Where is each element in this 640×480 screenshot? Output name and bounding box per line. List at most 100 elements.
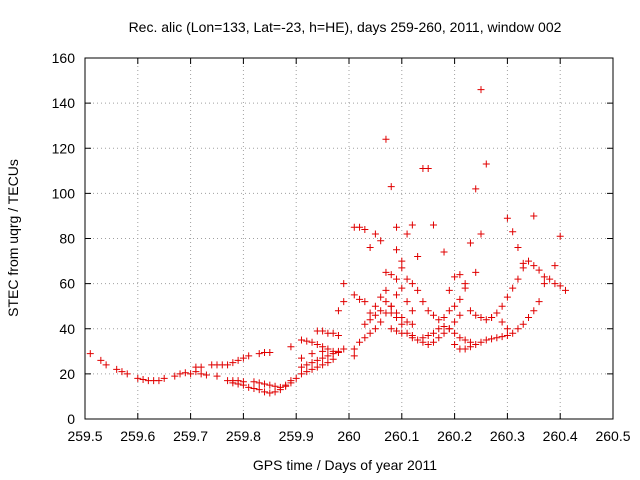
data-point [519,259,527,267]
data-point [414,336,422,344]
data-point [414,253,422,261]
data-point [255,379,263,387]
data-point [509,329,517,337]
x-tick-label: 260 [337,428,361,444]
data-point [234,377,242,385]
data-point [477,313,485,321]
data-point [319,347,327,355]
data-point [419,334,427,342]
data-point [324,345,332,353]
data-point [435,334,443,342]
data-point [440,329,448,337]
data-point [340,280,348,288]
data-point [466,239,474,247]
data-point [456,334,464,342]
data-point [482,160,490,168]
axis-ticks [84,57,614,420]
data-point [403,298,411,306]
data-point [139,376,147,384]
y-tick-label: 0 [67,411,75,427]
data-point [387,271,395,279]
data-point [361,225,369,233]
data-point [334,307,342,315]
data-point [393,327,401,335]
data-point [340,298,348,306]
data-point [282,382,290,390]
data-point [371,230,379,238]
data-point [313,363,321,371]
data-point [334,348,342,356]
data-point [292,374,300,382]
data-point [466,307,474,315]
data-point [324,359,332,367]
data-point [514,275,522,283]
data-point [408,307,416,315]
data-point [387,302,395,310]
x-axis-tick-labels: 259.5 259.6 259.7 259.8 259.9 260 260.1 260.2 26… [67,428,630,444]
data-point [519,320,527,328]
data-point [371,325,379,333]
data-point [356,223,364,231]
data-point [387,309,395,317]
data-point [493,334,501,342]
data-point [498,302,506,310]
data-point [366,316,374,324]
data-point [498,318,506,326]
data-point [350,345,358,353]
data-point [456,271,464,279]
data-point [329,350,337,358]
data-point [319,354,327,362]
data-point [482,316,490,324]
data-point [461,280,469,288]
x-tick-label: 260.1 [384,428,419,444]
data-point [429,338,437,346]
data-point [535,298,543,306]
data-point [408,332,416,340]
data-point [313,356,321,364]
y-tick-label: 160 [52,50,76,66]
data-point [556,282,564,290]
data-point [382,286,390,294]
data-point [477,230,485,238]
data-point [287,379,295,387]
data-point [319,327,327,335]
data-point [445,307,453,315]
data-point [377,318,385,326]
data-point [308,359,316,367]
data-point [303,361,311,369]
data-point [461,345,469,353]
data-point [86,350,94,358]
data-point [234,356,242,364]
data-point [435,325,443,333]
data-point [266,348,274,356]
data-point [393,291,401,299]
data-point [472,341,480,349]
data-point [530,212,538,220]
data-point [118,368,126,376]
data-point [255,350,263,358]
data-series [86,86,569,397]
data-point [361,320,369,328]
data-point [308,365,316,373]
data-point [192,368,200,376]
data-point [334,332,342,340]
data-point [440,313,448,321]
data-point [356,338,364,346]
data-point [525,257,533,265]
x-tick-label: 259.7 [173,428,208,444]
data-point [224,361,232,369]
data-point [171,372,179,380]
y-tick-label: 140 [52,95,76,111]
data-point [514,244,522,252]
data-point [493,309,501,317]
data-point [303,337,311,345]
data-point [408,320,416,328]
data-point [313,341,321,349]
data-point [266,381,274,389]
data-point [445,286,453,294]
data-point [308,338,316,346]
chart-title: Rec. alic (Lon=133, Lat=-23, h=HE), days… [129,19,562,35]
data-point [472,268,480,276]
data-point [509,228,517,236]
data-point [503,332,511,340]
